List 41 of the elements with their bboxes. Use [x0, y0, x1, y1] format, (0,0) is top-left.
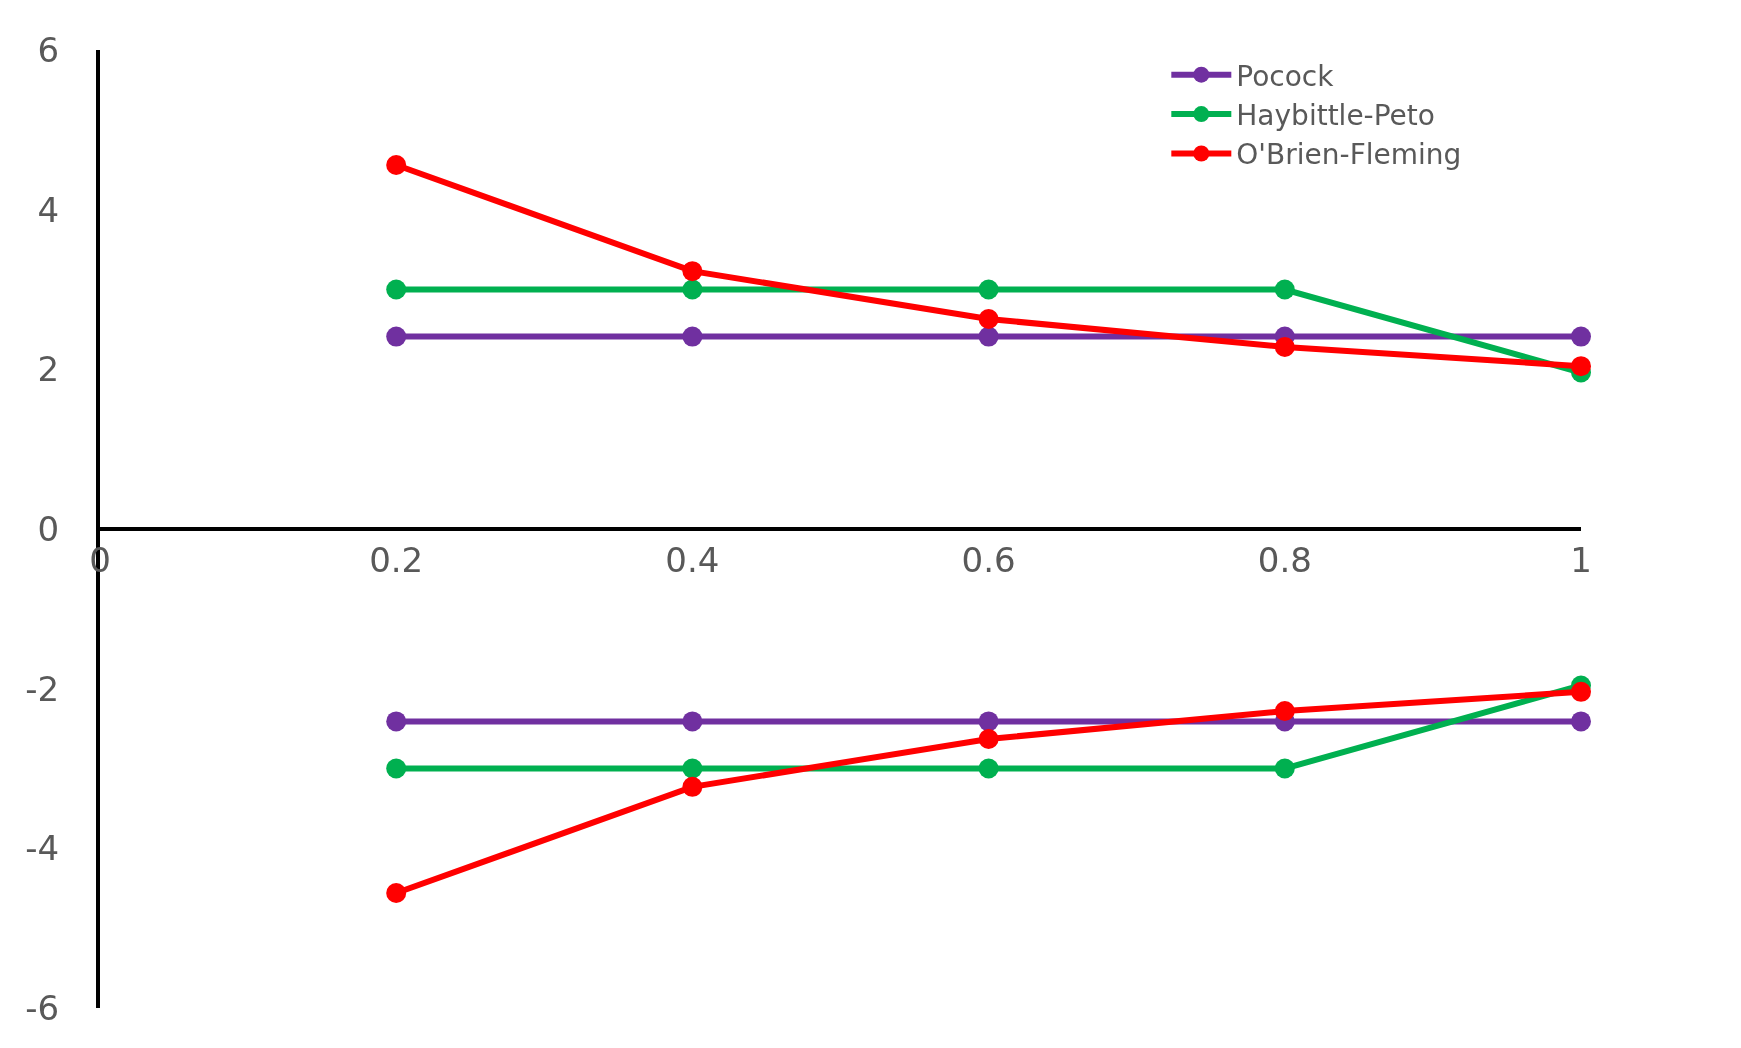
point [978, 728, 999, 749]
point [978, 758, 999, 779]
point [682, 758, 703, 779]
point [978, 711, 999, 732]
point [386, 758, 407, 779]
point [386, 711, 407, 732]
x-tick-label: 0.8 [1257, 539, 1312, 580]
point [682, 711, 703, 732]
y-tick-label: 6 [37, 29, 60, 70]
point [1571, 326, 1591, 347]
point [386, 279, 407, 300]
point [1274, 279, 1295, 300]
legend-label: Haybittle-Peto [1236, 99, 1435, 133]
point [386, 883, 407, 904]
point [978, 326, 999, 347]
point [978, 279, 999, 300]
legend-label: Pocock [1236, 59, 1335, 93]
point [978, 309, 999, 330]
point [1274, 336, 1295, 357]
y-tick-label: -2 [25, 668, 60, 709]
y-tick-label: 0 [37, 508, 60, 549]
point [682, 279, 703, 300]
x-tick-label: 0.4 [665, 539, 720, 580]
point [682, 261, 703, 282]
x-tick-label: 0.6 [961, 539, 1016, 580]
point [682, 326, 703, 347]
point [386, 326, 407, 347]
y-tick-label: 4 [37, 189, 60, 230]
point [682, 776, 703, 797]
y-tick-label: -6 [25, 987, 60, 1028]
point [1274, 701, 1295, 722]
point [386, 154, 407, 175]
y-tick-label: -4 [25, 828, 60, 869]
point [1571, 356, 1591, 377]
point [1571, 711, 1591, 732]
legend-label: O'Brien-Fleming [1236, 138, 1462, 172]
x-tick-label: 0.2 [369, 539, 424, 580]
point [1274, 758, 1295, 779]
x-tick-label: 1 [1570, 539, 1592, 580]
y-tick-label: 2 [37, 349, 60, 390]
point [1571, 681, 1591, 702]
